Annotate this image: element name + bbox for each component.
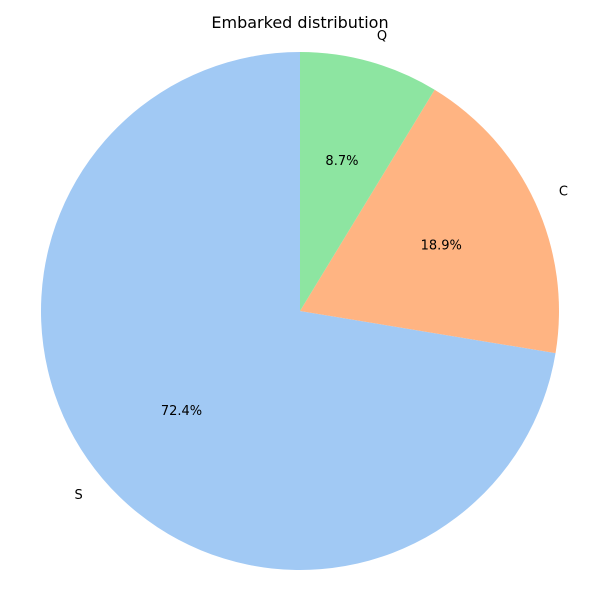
pct-label-c: 18.9% — [421, 239, 462, 254]
slice-label-q: Q — [377, 29, 387, 44]
labels-group: S 72.4% C 18.9% Q 8.7% — [75, 29, 568, 503]
slice-label-s: S — [75, 488, 83, 503]
pct-label-q: 8.7% — [325, 154, 358, 169]
pct-label-s: 72.4% — [161, 404, 202, 419]
slice-label-c: C — [559, 185, 568, 200]
chart-title: Embarked distribution — [211, 13, 388, 32]
slices-group — [40, 52, 559, 570]
pie-slice-c — [300, 89, 559, 354]
pie-slice-q — [300, 52, 435, 311]
pie-slice-s — [40, 52, 556, 570]
